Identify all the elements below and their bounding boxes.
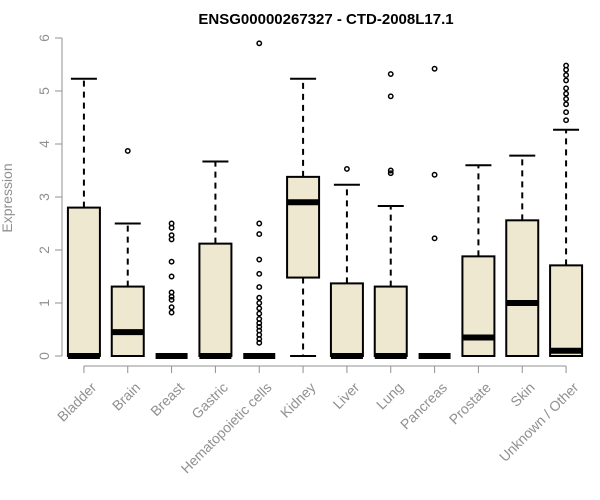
x-tick-label: Bladder <box>54 379 100 425</box>
x-tick-label: Breast <box>147 379 187 419</box>
outlier-point <box>343 165 350 172</box>
outlier-point <box>387 167 394 174</box>
y-axis: 0 1 2 3 4 5 6 <box>36 34 63 360</box>
outlier-point <box>256 231 263 238</box>
outlier-point <box>563 109 570 116</box>
chart-title: ENSG00000267327 - CTD-2008L17.1 <box>198 11 453 28</box>
outlier-point <box>431 171 438 178</box>
outlier-point <box>387 71 394 77</box>
x-tick-label: Skin <box>507 379 538 410</box>
outlier-point <box>168 296 175 303</box>
outlier-point <box>168 258 175 265</box>
iqr-box <box>66 206 101 357</box>
outlier-point <box>256 294 263 301</box>
iqr-box <box>329 282 364 358</box>
box-lung <box>373 71 408 359</box>
outlier-point <box>256 310 263 317</box>
x-tick-label: Gastric <box>188 379 231 422</box>
y-tick-label: 5 <box>36 87 52 95</box>
outlier-point <box>168 309 175 316</box>
iqr-box <box>110 285 145 358</box>
box-liver <box>329 165 364 359</box>
outlier-point <box>256 270 263 277</box>
x-tick-label: Lung <box>373 379 406 412</box>
outlier-point <box>256 220 263 227</box>
outlier-point <box>256 305 263 312</box>
outlier-point <box>563 62 570 69</box>
outlier-point <box>431 235 438 242</box>
outlier-point <box>256 256 263 263</box>
y-axis-label: Expression <box>0 163 15 232</box>
outlier-point <box>168 220 175 227</box>
y-tick-label: 3 <box>36 193 52 201</box>
outlier-point <box>563 90 570 97</box>
box-hematopoietic-cells <box>243 40 276 359</box>
outlier-point <box>387 170 394 177</box>
box-brain <box>110 147 145 358</box>
outlier-point <box>256 284 263 291</box>
iqr-box <box>549 264 584 357</box>
outlier-point <box>168 273 175 280</box>
x-tick-label: Unknown / Other <box>496 379 582 465</box>
iqr-box <box>505 219 540 357</box>
iqr-box <box>198 242 233 357</box>
outlier-point <box>563 117 570 124</box>
outlier-point <box>563 85 570 92</box>
outlier-point <box>563 96 570 102</box>
iqr-box <box>286 175 321 279</box>
box-breast <box>155 220 188 359</box>
box-kidney <box>286 77 321 357</box>
box-pancreas <box>418 65 451 359</box>
outlier-point <box>563 72 570 79</box>
y-tick-label: 6 <box>36 34 52 42</box>
outlier-point <box>563 101 570 108</box>
x-tick-label: Pancreas <box>397 379 450 432</box>
box-prostate <box>461 164 496 357</box>
outlier-point <box>168 232 175 239</box>
box-skin <box>505 154 540 357</box>
box-gastric <box>198 160 233 359</box>
outlier-point <box>256 315 263 322</box>
outlier-point <box>168 289 175 296</box>
iqr-box <box>373 285 408 358</box>
outlier-point <box>256 300 263 306</box>
outlier-point <box>431 65 438 72</box>
y-tick-label: 0 <box>36 352 52 360</box>
y-tick-label: 1 <box>36 299 52 307</box>
outlier-point <box>168 304 175 311</box>
outlier-point <box>256 40 263 47</box>
x-tick-label: Liver <box>330 379 363 412</box>
x-tick-label: Brain <box>109 379 143 413</box>
box-unknown-other <box>549 62 584 357</box>
outlier-point <box>563 77 570 84</box>
y-tick-label: 4 <box>36 140 52 148</box>
boxes-group <box>66 40 584 359</box>
y-tick-label: 2 <box>36 246 52 254</box>
outlier-point <box>387 93 394 100</box>
box-bladder <box>66 77 101 359</box>
x-tick-label: Kidney <box>277 379 319 421</box>
x-tick-label: Prostate <box>446 379 494 427</box>
outlier-point <box>124 147 131 154</box>
iqr-box <box>461 255 496 357</box>
